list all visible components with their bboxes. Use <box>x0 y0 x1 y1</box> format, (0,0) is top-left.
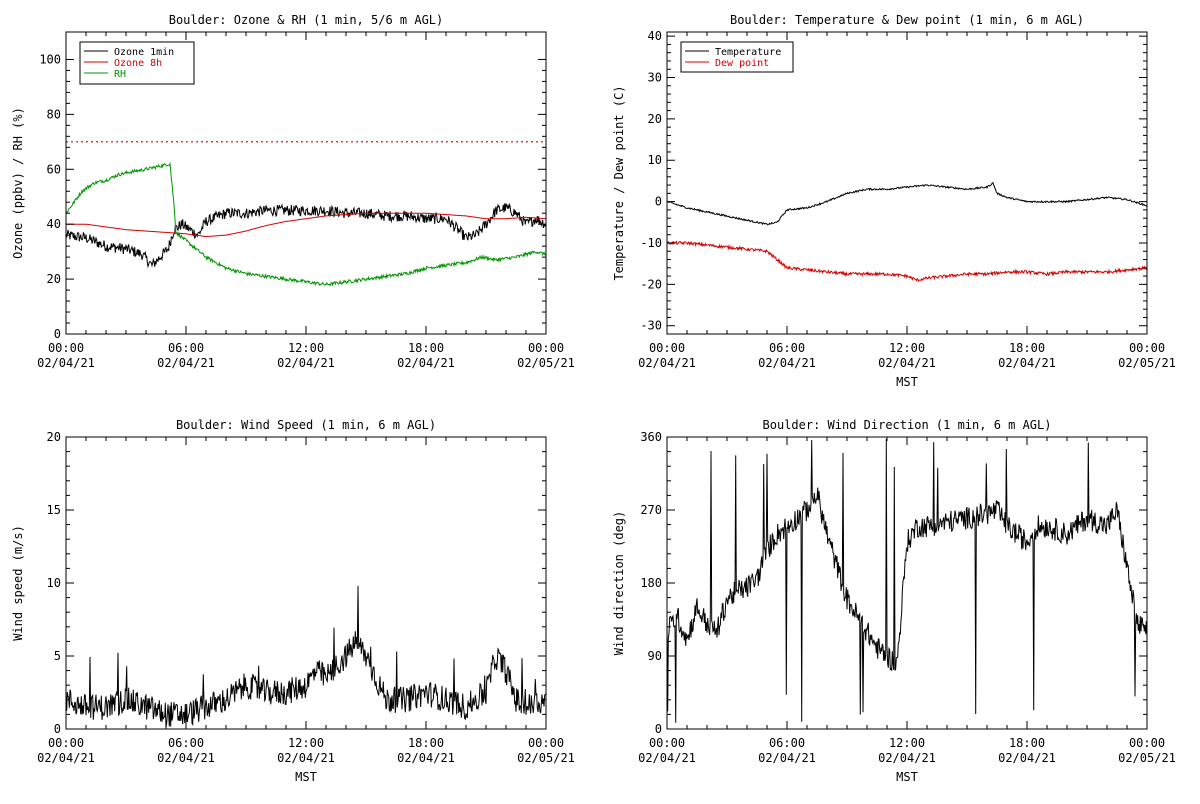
x-tick-time-label: 00:00 <box>649 341 685 355</box>
x-tick-time-label: 00:00 <box>649 736 685 750</box>
series-line-0 <box>66 202 546 269</box>
x-tick-date-label: 02/04/21 <box>878 356 936 370</box>
x-tick-time-label: 18:00 <box>408 341 444 355</box>
x-tick-date-label: 02/04/21 <box>397 751 455 765</box>
x-tick-time-label: 18:00 <box>1009 341 1045 355</box>
series-line-1 <box>667 240 1147 283</box>
wind-direction-panel: Boulder: Wind Direction (1 min, 6 m AGL)… <box>612 418 1176 784</box>
x-tick-time-label: 12:00 <box>889 736 925 750</box>
y-tick-label: 20 <box>648 112 662 126</box>
series-line-0 <box>667 438 1147 723</box>
y-tick-label: 20 <box>47 272 61 286</box>
y-tick-label: 90 <box>648 649 662 663</box>
y-tick-label: -10 <box>640 236 662 250</box>
x-tick-date-label: 02/04/21 <box>277 751 335 765</box>
x-tick-time-label: 00:00 <box>1129 736 1165 750</box>
y-tick-label: 40 <box>648 29 662 43</box>
y-axis-label: Wind direction (deg) <box>612 511 626 656</box>
plot-frame <box>65 436 547 730</box>
y-tick-label: 0 <box>54 722 61 736</box>
x-tick-time-label: 12:00 <box>288 736 324 750</box>
legend-entry-label: Temperature <box>715 47 781 58</box>
x-tick-time-label: 06:00 <box>769 736 805 750</box>
x-tick-date-label: 02/04/21 <box>998 356 1056 370</box>
x-tick-time-label: 06:00 <box>168 341 204 355</box>
x-tick-time-label: 00:00 <box>528 736 564 750</box>
y-tick-label: 20 <box>47 430 61 444</box>
x-tick-date-label: 02/04/21 <box>998 751 1056 765</box>
series-line-0 <box>66 585 546 728</box>
x-tick-date-label: 02/04/21 <box>758 356 816 370</box>
x-tick-date-label: 02/04/21 <box>157 751 215 765</box>
legend-entry-label: Ozone 8h <box>114 58 162 69</box>
x-tick-time-label: 00:00 <box>48 736 84 750</box>
x-axis-label: MST <box>295 770 317 784</box>
x-tick-date-label: 02/04/21 <box>638 751 696 765</box>
chart-title: Boulder: Wind Direction (1 min, 6 m AGL) <box>763 418 1052 432</box>
series-line-2 <box>66 161 546 287</box>
x-tick-time-label: 06:00 <box>769 341 805 355</box>
ozone-rh-panel: Boulder: Ozone & RH (1 min, 5/6 m AGL) O… <box>11 13 575 370</box>
y-tick-label: -20 <box>640 277 662 291</box>
series-line-0 <box>667 182 1147 226</box>
chart-title: Boulder: Temperature & Dew point (1 min,… <box>730 13 1084 27</box>
y-tick-label: 15 <box>47 503 61 517</box>
x-axis-label: MST <box>896 375 918 389</box>
y-tick-label: 360 <box>640 430 662 444</box>
x-tick-date-label: 02/05/21 <box>1118 356 1176 370</box>
y-tick-label: 270 <box>640 503 662 517</box>
series-line-1 <box>66 212 546 237</box>
y-tick-label: 180 <box>640 576 662 590</box>
x-tick-date-label: 02/04/21 <box>758 751 816 765</box>
y-tick-label: 0 <box>54 327 61 341</box>
x-tick-date-label: 02/04/21 <box>37 356 95 370</box>
x-tick-time-label: 00:00 <box>528 341 564 355</box>
x-tick-time-label: 12:00 <box>889 341 925 355</box>
x-tick-time-label: 12:00 <box>288 341 324 355</box>
x-tick-date-label: 02/05/21 <box>517 751 575 765</box>
chart-title: Boulder: Wind Speed (1 min, 6 m AGL) <box>176 418 436 432</box>
plot-frame <box>666 31 1148 335</box>
y-tick-label: 0 <box>655 195 662 209</box>
y-tick-label: 10 <box>648 153 662 167</box>
chart-title: Boulder: Ozone & RH (1 min, 5/6 m AGL) <box>169 13 444 27</box>
x-tick-date-label: 02/04/21 <box>638 356 696 370</box>
legend-box <box>680 41 794 73</box>
x-tick-date-label: 02/05/21 <box>517 356 575 370</box>
y-axis-label: Wind speed (m/s) <box>11 525 25 641</box>
y-tick-label: 40 <box>47 217 61 231</box>
x-tick-date-label: 02/05/21 <box>1118 751 1176 765</box>
x-tick-time-label: 18:00 <box>1009 736 1045 750</box>
legend-entry-label: Ozone 1min <box>114 47 174 58</box>
y-tick-label: -30 <box>640 319 662 333</box>
temperature-dewpoint-panel: Boulder: Temperature & Dew point (1 min,… <box>612 13 1176 389</box>
y-tick-label: 80 <box>47 107 61 121</box>
x-tick-time-label: 18:00 <box>408 736 444 750</box>
x-tick-date-label: 02/04/21 <box>157 356 215 370</box>
wind-speed-panel: Boulder: Wind Speed (1 min, 6 m AGL) Win… <box>11 418 575 784</box>
x-tick-time-label: 00:00 <box>1129 341 1165 355</box>
y-tick-label: 30 <box>648 71 662 85</box>
legend-entry-label: RH <box>114 69 126 80</box>
y-axis-label: Temperature / Dew point (C) <box>612 85 626 280</box>
y-tick-label: 100 <box>39 52 61 66</box>
legend-box <box>79 41 195 85</box>
y-tick-label: 60 <box>47 162 61 176</box>
y-axis-label: Ozone (ppbv) / RH (%) <box>11 107 25 259</box>
x-tick-time-label: 00:00 <box>48 341 84 355</box>
y-tick-label: 5 <box>54 649 61 663</box>
x-tick-date-label: 02/04/21 <box>37 751 95 765</box>
y-tick-label: 10 <box>47 576 61 590</box>
x-tick-date-label: 02/04/21 <box>277 356 335 370</box>
x-tick-date-label: 02/04/21 <box>397 356 455 370</box>
x-tick-date-label: 02/04/21 <box>878 751 936 765</box>
legend-entry-label: Dew point <box>715 58 769 69</box>
x-axis-label: MST <box>896 770 918 784</box>
x-tick-time-label: 06:00 <box>168 736 204 750</box>
y-tick-label: 0 <box>655 722 662 736</box>
